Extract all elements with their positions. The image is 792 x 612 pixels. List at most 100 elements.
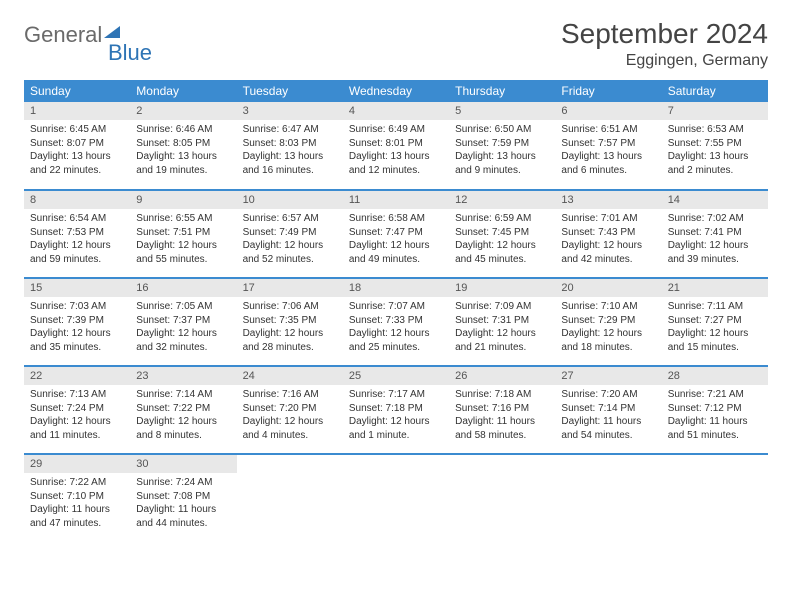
dow-wednesday: Wednesday xyxy=(343,80,449,102)
day-details: Sunrise: 6:59 AMSunset: 7:45 PMDaylight:… xyxy=(449,209,555,272)
day-sunset: Sunset: 7:31 PM xyxy=(455,314,549,328)
dow-monday: Monday xyxy=(130,80,236,102)
day-sunset: Sunset: 7:47 PM xyxy=(349,226,443,240)
calendar-day-cell: 17Sunrise: 7:06 AMSunset: 7:35 PMDayligh… xyxy=(237,278,343,366)
calendar-day-cell: 26Sunrise: 7:18 AMSunset: 7:16 PMDayligh… xyxy=(449,366,555,454)
dow-sunday: Sunday xyxy=(24,80,130,102)
day-dl1: Daylight: 13 hours xyxy=(136,150,230,164)
day-number: 29 xyxy=(24,455,130,473)
day-sunrise: Sunrise: 7:01 AM xyxy=(561,212,655,226)
day-sunset: Sunset: 7:14 PM xyxy=(561,402,655,416)
day-dl2: and 45 minutes. xyxy=(455,253,549,267)
day-sunrise: Sunrise: 6:46 AM xyxy=(136,123,230,137)
day-details: Sunrise: 6:57 AMSunset: 7:49 PMDaylight:… xyxy=(237,209,343,272)
calendar-day-cell: 25Sunrise: 7:17 AMSunset: 7:18 PMDayligh… xyxy=(343,366,449,454)
day-dl1: Daylight: 11 hours xyxy=(136,503,230,517)
calendar-day-cell: 11Sunrise: 6:58 AMSunset: 7:47 PMDayligh… xyxy=(343,190,449,278)
calendar-day-cell: 20Sunrise: 7:10 AMSunset: 7:29 PMDayligh… xyxy=(555,278,661,366)
day-dl2: and 22 minutes. xyxy=(30,164,124,178)
calendar-day-cell: 5Sunrise: 6:50 AMSunset: 7:59 PMDaylight… xyxy=(449,102,555,190)
calendar-day-cell: 16Sunrise: 7:05 AMSunset: 7:37 PMDayligh… xyxy=(130,278,236,366)
calendar-day-cell: 2Sunrise: 6:46 AMSunset: 8:05 PMDaylight… xyxy=(130,102,236,190)
day-sunrise: Sunrise: 7:09 AM xyxy=(455,300,549,314)
day-dl2: and 9 minutes. xyxy=(455,164,549,178)
day-dl2: and 25 minutes. xyxy=(349,341,443,355)
day-sunrise: Sunrise: 7:07 AM xyxy=(349,300,443,314)
day-sunrise: Sunrise: 7:06 AM xyxy=(243,300,337,314)
day-details: Sunrise: 7:18 AMSunset: 7:16 PMDaylight:… xyxy=(449,385,555,448)
day-dl2: and 28 minutes. xyxy=(243,341,337,355)
day-number: 15 xyxy=(24,279,130,297)
day-details: Sunrise: 7:11 AMSunset: 7:27 PMDaylight:… xyxy=(662,297,768,360)
day-number: 24 xyxy=(237,367,343,385)
calendar-day-cell: 7Sunrise: 6:53 AMSunset: 7:55 PMDaylight… xyxy=(662,102,768,190)
day-dl1: Daylight: 11 hours xyxy=(455,415,549,429)
day-dl1: Daylight: 13 hours xyxy=(561,150,655,164)
day-sunrise: Sunrise: 6:58 AM xyxy=(349,212,443,226)
day-sunrise: Sunrise: 7:05 AM xyxy=(136,300,230,314)
day-dl1: Daylight: 11 hours xyxy=(561,415,655,429)
calendar-day-cell: 30Sunrise: 7:24 AMSunset: 7:08 PMDayligh… xyxy=(130,454,236,542)
day-sunset: Sunset: 7:51 PM xyxy=(136,226,230,240)
day-dl2: and 58 minutes. xyxy=(455,429,549,443)
day-dl1: Daylight: 12 hours xyxy=(561,327,655,341)
day-sunset: Sunset: 7:49 PM xyxy=(243,226,337,240)
day-number: 21 xyxy=(662,279,768,297)
day-dl2: and 51 minutes. xyxy=(668,429,762,443)
day-number: 10 xyxy=(237,191,343,209)
day-dl2: and 49 minutes. xyxy=(349,253,443,267)
day-sunset: Sunset: 8:05 PM xyxy=(136,137,230,151)
day-dl1: Daylight: 12 hours xyxy=(136,327,230,341)
day-details: Sunrise: 7:14 AMSunset: 7:22 PMDaylight:… xyxy=(130,385,236,448)
day-dl2: and 8 minutes. xyxy=(136,429,230,443)
day-sunset: Sunset: 7:39 PM xyxy=(30,314,124,328)
day-details: Sunrise: 6:46 AMSunset: 8:05 PMDaylight:… xyxy=(130,120,236,183)
day-sunrise: Sunrise: 7:02 AM xyxy=(668,212,762,226)
calendar-week-row: 29Sunrise: 7:22 AMSunset: 7:10 PMDayligh… xyxy=(24,454,768,542)
day-number: 3 xyxy=(237,102,343,120)
day-dl2: and 21 minutes. xyxy=(455,341,549,355)
day-sunset: Sunset: 7:37 PM xyxy=(136,314,230,328)
day-details: Sunrise: 7:17 AMSunset: 7:18 PMDaylight:… xyxy=(343,385,449,448)
dow-row: Sunday Monday Tuesday Wednesday Thursday… xyxy=(24,80,768,102)
day-dl1: Daylight: 12 hours xyxy=(136,239,230,253)
day-number: 6 xyxy=(555,102,661,120)
day-dl2: and 16 minutes. xyxy=(243,164,337,178)
dow-thursday: Thursday xyxy=(449,80,555,102)
calendar-day-cell: 10Sunrise: 6:57 AMSunset: 7:49 PMDayligh… xyxy=(237,190,343,278)
day-number: 2 xyxy=(130,102,236,120)
calendar-week-row: 1Sunrise: 6:45 AMSunset: 8:07 PMDaylight… xyxy=(24,102,768,190)
day-details: Sunrise: 7:21 AMSunset: 7:12 PMDaylight:… xyxy=(662,385,768,448)
calendar-day-cell xyxy=(343,454,449,542)
day-details: Sunrise: 6:49 AMSunset: 8:01 PMDaylight:… xyxy=(343,120,449,183)
month-title: September 2024 xyxy=(561,18,768,50)
day-dl2: and 18 minutes. xyxy=(561,341,655,355)
day-dl2: and 54 minutes. xyxy=(561,429,655,443)
day-details: Sunrise: 7:10 AMSunset: 7:29 PMDaylight:… xyxy=(555,297,661,360)
day-sunset: Sunset: 7:12 PM xyxy=(668,402,762,416)
brand-word-2: Blue xyxy=(108,40,152,66)
day-dl2: and 55 minutes. xyxy=(136,253,230,267)
dow-friday: Friday xyxy=(555,80,661,102)
day-sunrise: Sunrise: 6:59 AM xyxy=(455,212,549,226)
day-dl1: Daylight: 11 hours xyxy=(30,503,124,517)
day-dl2: and 42 minutes. xyxy=(561,253,655,267)
day-number: 1 xyxy=(24,102,130,120)
calendar-day-cell: 4Sunrise: 6:49 AMSunset: 8:01 PMDaylight… xyxy=(343,102,449,190)
day-sunset: Sunset: 7:41 PM xyxy=(668,226,762,240)
day-sunset: Sunset: 7:18 PM xyxy=(349,402,443,416)
day-number: 30 xyxy=(130,455,236,473)
day-number: 23 xyxy=(130,367,236,385)
dow-saturday: Saturday xyxy=(662,80,768,102)
day-dl1: Daylight: 13 hours xyxy=(243,150,337,164)
day-number: 7 xyxy=(662,102,768,120)
day-details: Sunrise: 6:51 AMSunset: 7:57 PMDaylight:… xyxy=(555,120,661,183)
day-number: 20 xyxy=(555,279,661,297)
day-sunrise: Sunrise: 6:47 AM xyxy=(243,123,337,137)
day-details: Sunrise: 7:01 AMSunset: 7:43 PMDaylight:… xyxy=(555,209,661,272)
calendar-table: Sunday Monday Tuesday Wednesday Thursday… xyxy=(24,80,768,542)
calendar-day-cell: 19Sunrise: 7:09 AMSunset: 7:31 PMDayligh… xyxy=(449,278,555,366)
day-number: 19 xyxy=(449,279,555,297)
day-dl1: Daylight: 13 hours xyxy=(455,150,549,164)
day-details: Sunrise: 6:45 AMSunset: 8:07 PMDaylight:… xyxy=(24,120,130,183)
